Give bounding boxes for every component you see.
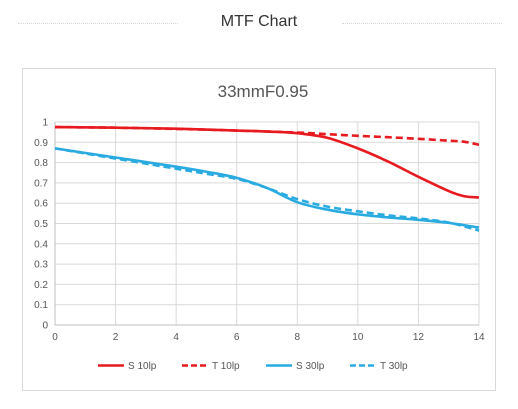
y-tick-label: 0.7 <box>34 178 48 189</box>
y-tick-label: 0.3 <box>34 260 48 271</box>
x-tick-label: 0 <box>52 332 58 343</box>
y-tick-label: 0.2 <box>34 280 48 291</box>
legend-label: S 10lp <box>128 361 157 372</box>
y-tick-label: 0.6 <box>34 199 48 210</box>
y-tick-label: 0 <box>42 321 48 332</box>
section-header: MTF Chart <box>0 0 518 50</box>
y-tick-label: 0.8 <box>34 158 48 169</box>
legend-label: T 30lp <box>380 361 408 372</box>
x-tick-label: 14 <box>473 332 485 343</box>
chart-title: 33mmF0.95 <box>218 82 309 101</box>
y-tick-label: 0.9 <box>34 138 48 149</box>
header-divider-left <box>18 23 178 24</box>
y-tick-label: 0.4 <box>34 239 48 250</box>
series-line-s-30lp <box>54 147 480 229</box>
y-tick-label: 1 <box>42 118 48 129</box>
x-tick-label: 8 <box>295 332 301 343</box>
x-tick-label: 4 <box>173 332 179 343</box>
legend-label: T 10lp <box>212 361 240 372</box>
y-tick-label: 0.1 <box>34 300 48 311</box>
x-tick-label: 10 <box>352 332 364 343</box>
header-divider-right <box>342 23 502 24</box>
legend-label: S 30lp <box>296 361 325 372</box>
x-tick-label: 12 <box>413 332 425 343</box>
section-title: MTF Chart <box>220 13 298 30</box>
series-line-t-30lp <box>54 147 480 232</box>
x-tick-label: 6 <box>234 332 240 343</box>
series-line-t-10lp <box>54 125 480 147</box>
y-tick-label: 0.5 <box>34 219 48 230</box>
chart-frame: 33mmF0.95 0 0.1 0.2 0.3 0.4 0.5 0.6 0.7 0.8 0.9 1 0 2… <box>22 68 496 391</box>
x-tick-label: 2 <box>113 332 119 343</box>
